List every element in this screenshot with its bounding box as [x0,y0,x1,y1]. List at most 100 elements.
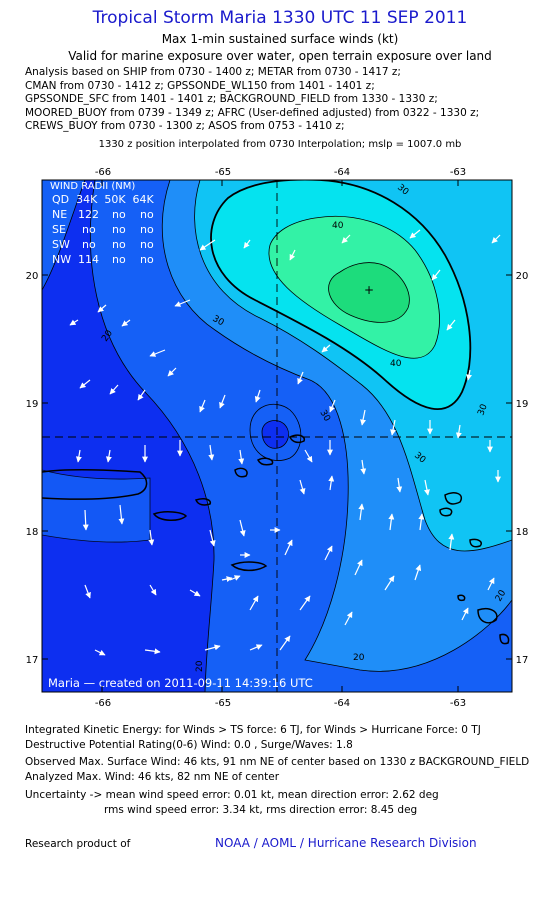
lon-label-bottom: -63 [450,698,466,709]
wind-arrow [118,504,125,525]
wind-radii-row: NE 122 no no [52,208,154,221]
band-45kt [328,262,410,323]
wind-arrow [360,459,367,475]
wind-arrow [97,304,107,313]
wind-arrow [109,384,119,395]
wind-radii-quadrant: SW [52,238,70,251]
landmass-montserrat [457,594,466,602]
wind-arrow [243,239,251,249]
position-note: 1330 z position interpolated from 0730 I… [98,139,462,150]
contour-label: 40 [390,359,402,369]
wind-arrow [344,611,353,626]
plot-frame [41,179,513,693]
wind-arrow [221,576,233,583]
wind-arrow [208,444,215,461]
storm-track-crosshair [42,180,512,692]
wind-arrow [329,399,336,413]
wind-arrow [199,239,216,251]
landmass-st-croix [230,561,268,572]
wind-arrow [491,234,501,244]
wind-arrow [466,369,473,381]
analysis-line: CMAN from 0730 - 1412 z; GPSSONDE_WL150 … [25,79,375,92]
wind-vectors [69,229,501,656]
wind-arrow [174,299,191,307]
landmass-guadeloupe [477,608,498,624]
contour-label: 20 [195,660,205,672]
wind-arrow [148,529,155,546]
uncertainty-mean: Uncertainty -> mean wind speed error: 0.… [25,789,439,801]
lat-label-right: 18 [516,527,529,538]
landmass-st-thomas [256,457,274,466]
contour-label: 30 [476,403,489,417]
wind-radii-64k: no [140,223,154,236]
uncertainty-rms: rms wind speed error: 3.34 kt, rms direc… [104,804,418,816]
analysis-line: MOORED_BUOY from 0739 - 1349 z; AFRC (Us… [25,106,480,119]
wind-radii-34k: no [82,238,96,251]
wind-arrow [238,449,245,465]
wind-field-map: + 20 30 40 30 30 20 20 30 20 40 30 WIND … [26,167,529,709]
research-label: Research product of [25,838,131,850]
wind-arrow [94,649,106,656]
wind-arrow [284,539,293,556]
wind-arrow [121,319,131,327]
max-wind-marker: + [364,283,374,297]
wind-arrow [409,229,421,239]
wind-arrow [324,545,333,561]
wind-arrow [204,644,221,651]
wind-arrow [358,503,365,521]
wind-arrow [414,564,422,581]
wind-arrow [297,371,304,385]
wind-radii-64k: no [140,208,154,221]
wind-arrow [321,344,331,353]
wind-arrow [299,595,311,611]
analyzed-max-wind: Analyzed Max. Wind: 46 kts, 82 nm NE of … [25,771,280,783]
contour-label: 40 [332,221,344,231]
research-org-link[interactable]: NOAA / AOML / Hurricane Research Divisio… [215,836,477,850]
landmass-culebra [195,498,212,506]
wind-arrow [149,349,166,357]
wind-arrow [388,513,395,531]
wind-arrow [199,399,206,413]
wind-arrow [167,367,177,377]
lon-label-top: -65 [215,167,231,178]
wind-radii-34k: 122 [78,208,99,221]
wind-radii-34k: 114 [78,253,99,266]
lon-label-bottom: -64 [334,698,350,709]
band-15kt-eye [261,420,289,449]
map-title: Tropical Storm Maria 1330 UTC 11 SEP 201… [92,8,468,28]
analysis-line: Analysis based on SHIP from 0730 - 1400 … [25,66,401,78]
map-subtitle-winds: Max 1-min sustained surface winds (kt) [161,32,399,46]
lon-label-bottom: -65 [215,698,231,709]
wind-arrow [396,477,403,493]
contour-label: 20 [353,653,365,663]
landmass-layer [42,434,510,645]
wind-radii-row: NW 114 no no [52,253,154,266]
analysis-line: CREWS_BUOY from 0730 - 1300 z; ASOS from… [25,120,345,132]
wind-radii-table: WIND RADII (NM) QD 34K 50K 64K NE 122 no… [50,181,155,266]
lat-label-right: 19 [516,399,529,410]
landmass-anegada [289,434,306,444]
wind-radii-header: WIND RADII (NM) [50,181,135,192]
wind-radii-50k: no [112,208,126,221]
wind-arrow [144,648,161,655]
wind-arrow [84,584,91,599]
wind-arrow [448,533,455,551]
wind-arrow [137,389,146,401]
wind-radii-quadrant: NW [52,253,71,266]
wind-arrow [249,595,259,611]
map-footer-credit: Maria — created on 2011-09-11 14:39:16 U… [48,676,313,690]
wind-radii-quadrant: NE [52,208,67,221]
landmass-st-martin [444,492,462,505]
wind-radii-64k: no [140,238,154,251]
wind-radii-64k: no [140,253,154,266]
band-20kt-corner [42,469,151,543]
wind-arrow [418,513,425,531]
wind-arrow [219,394,226,409]
lon-label-top: -66 [95,167,111,178]
lat-label-left: 17 [26,655,39,666]
wind-radii-row: SE no no no [52,223,154,236]
lon-label-top: -63 [450,167,466,178]
lon-label-top: -64 [334,167,350,178]
wind-field-layer: + 20 30 40 30 30 20 20 30 20 40 30 WIND … [42,180,512,692]
wind-radii-quadrant: SE [52,223,66,236]
